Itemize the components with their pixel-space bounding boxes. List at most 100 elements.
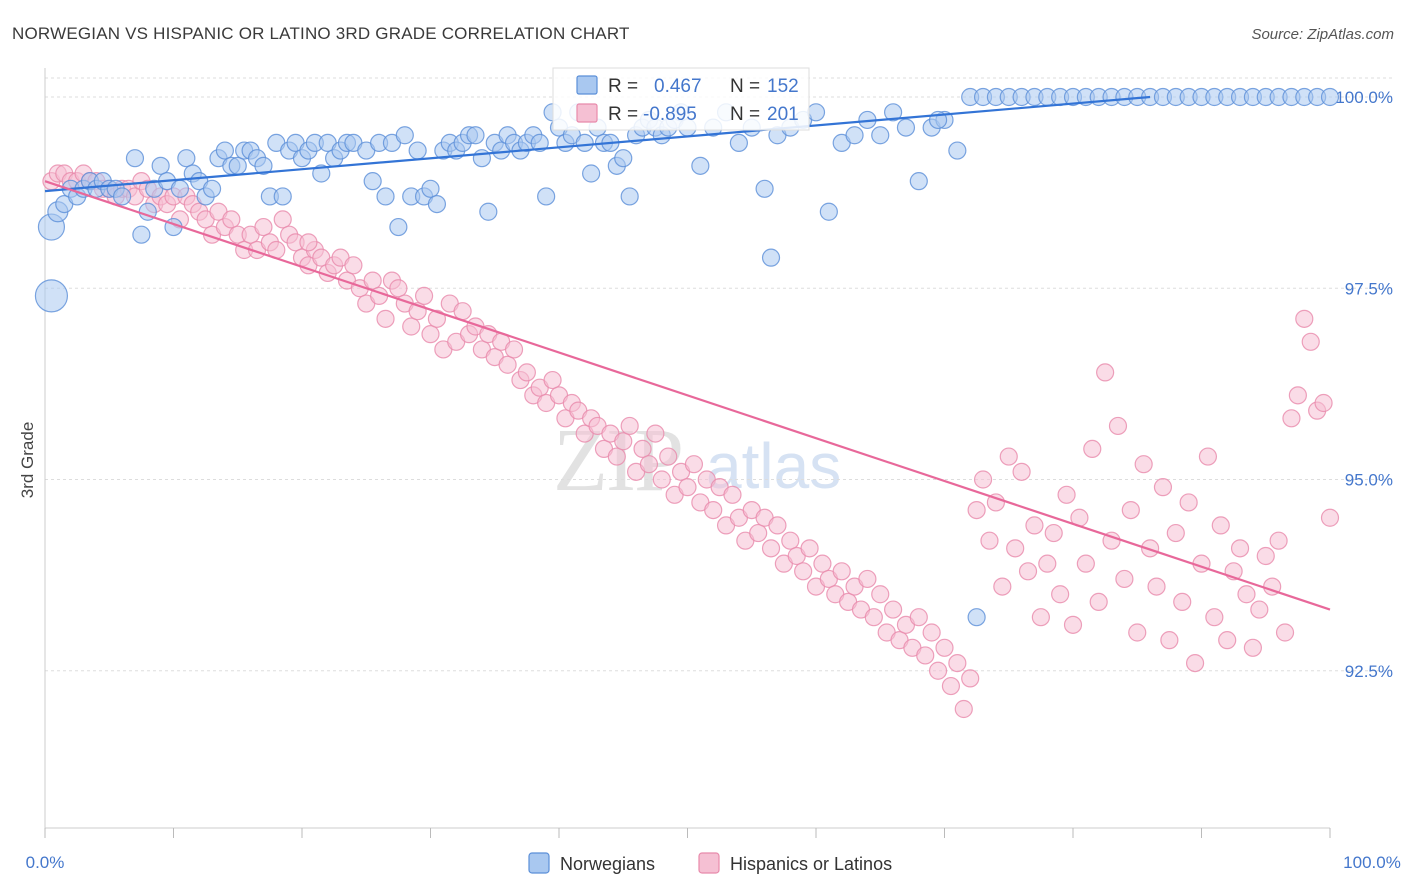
- norwegian-point: [202, 179, 222, 198]
- hispanic-point: [543, 370, 562, 390]
- norwegian-point: [620, 187, 639, 206]
- norwegian-point: [170, 179, 190, 198]
- legend-label-hispanic: Hispanics or Latinos: [730, 854, 892, 874]
- hispanic-point: [1147, 577, 1166, 596]
- hispanic-point: [935, 638, 954, 657]
- stats-n-value-hispanic: 201: [767, 104, 799, 125]
- hispanic-point: [986, 493, 1006, 512]
- x-axis-ticks: [44, 828, 1331, 838]
- hispanic-point: [1108, 416, 1128, 436]
- stats-r-value-norwegian: 0.467: [654, 76, 702, 97]
- hispanic-point: [864, 608, 883, 627]
- norwegian-point: [896, 118, 916, 137]
- hispanic-point: [1031, 608, 1050, 627]
- hispanic-point: [633, 439, 652, 458]
- norwegian-point: [582, 164, 601, 183]
- norwegian-point: [729, 133, 749, 152]
- stats-n-value-norwegian: 152: [767, 76, 799, 97]
- y-tick-label: 97.5%: [1345, 279, 1393, 298]
- chart-title: NORWEGIAN VS HISPANIC OR LATINO 3RD GRAD…: [12, 24, 630, 43]
- hispanic-point: [1083, 439, 1102, 458]
- hispanic-point: [1275, 623, 1295, 642]
- axes: [44, 68, 1330, 829]
- norwegian-point: [112, 187, 132, 206]
- hispanic-point: [427, 309, 447, 328]
- stats-r-value-hispanic: -0.895: [643, 104, 697, 125]
- hispanic-point: [871, 585, 890, 604]
- norwegian-point: [254, 156, 273, 175]
- hispanic-point: [961, 669, 980, 688]
- y-axis-label: 3rd Grade: [18, 422, 37, 499]
- norwegian-point: [472, 149, 491, 168]
- hispanic-point: [607, 447, 626, 466]
- series-hispanic-points: [42, 164, 1340, 719]
- hispanic-point: [1185, 653, 1205, 673]
- hispanic-point: [993, 577, 1012, 596]
- hispanic-point: [222, 210, 241, 229]
- norwegian-point: [273, 187, 292, 206]
- hispanic-point: [1269, 531, 1288, 550]
- norwegian-point: [537, 187, 556, 206]
- hispanic-point: [800, 539, 819, 558]
- hispanic-point: [1230, 539, 1250, 558]
- hispanic-point: [1243, 638, 1263, 657]
- hispanic-point: [948, 653, 967, 673]
- series-norwegian-points: [34, 87, 1340, 627]
- hispanic-point: [421, 325, 440, 344]
- hispanic-point: [922, 623, 941, 642]
- hispanic-point: [1089, 592, 1108, 612]
- norwegian-point: [421, 179, 440, 198]
- norwegian-point: [427, 195, 447, 214]
- norwegian-point: [948, 141, 967, 160]
- norwegian-point: [408, 141, 427, 160]
- trend-line-norwegian: [44, 95, 1151, 193]
- norwegian-point: [132, 225, 151, 244]
- hispanic-point: [1179, 493, 1198, 512]
- hispanic-point: [749, 523, 768, 543]
- norwegian-point: [871, 126, 890, 145]
- hispanic-point: [967, 501, 986, 520]
- hispanic-point: [999, 447, 1018, 466]
- hispanic-point: [954, 699, 973, 719]
- hispanic-point: [1115, 569, 1134, 589]
- hispanic-point: [794, 562, 813, 581]
- hispanic-point: [498, 355, 517, 374]
- norwegian-point: [151, 156, 170, 175]
- norwegian-point: [575, 133, 594, 152]
- hispanic-point: [761, 539, 781, 558]
- hispanic-point: [909, 608, 928, 627]
- x-tick-label-start: 0.0%: [26, 853, 65, 872]
- source-credit: Source: ZipAtlas.com: [1251, 26, 1394, 43]
- hispanic-point: [1025, 516, 1044, 535]
- norwegian-point: [1320, 87, 1340, 107]
- norwegian-point: [967, 608, 986, 627]
- hispanic-point: [928, 661, 948, 680]
- hispanic-point: [1063, 615, 1083, 634]
- hispanic-point: [1038, 554, 1057, 573]
- norwegian-point: [376, 187, 395, 206]
- hispanic-point: [1044, 523, 1063, 543]
- hispanic-point: [1173, 592, 1192, 612]
- hispanic-point: [402, 317, 421, 336]
- stats-box: R = 0.467 N = 152 R = -0.895 N = 201: [552, 67, 810, 131]
- y-tick-label: 100.0%: [1335, 88, 1393, 107]
- hispanic-point: [1282, 409, 1301, 428]
- legend-label-norwegian: Norwegians: [560, 854, 655, 874]
- stats-swatch-norwegian: [576, 75, 598, 95]
- hispanic-point: [916, 646, 935, 665]
- hispanic-point: [376, 309, 395, 328]
- hispanic-point: [1128, 623, 1147, 642]
- hispanic-point: [1301, 332, 1320, 351]
- hispanic-point: [1250, 600, 1269, 619]
- hispanic-point: [504, 340, 524, 359]
- hispanic-point: [1018, 562, 1038, 581]
- hispanic-point: [1153, 478, 1173, 497]
- y-tick-label: 95.0%: [1345, 471, 1393, 490]
- hispanic-point: [883, 600, 903, 619]
- norwegian-point: [228, 156, 247, 175]
- hispanic-point: [684, 455, 704, 474]
- hispanic-point: [1314, 393, 1333, 413]
- norwegian-point: [755, 179, 774, 198]
- stats-r-label-norwegian: R =: [608, 76, 638, 97]
- hispanic-point: [639, 455, 659, 474]
